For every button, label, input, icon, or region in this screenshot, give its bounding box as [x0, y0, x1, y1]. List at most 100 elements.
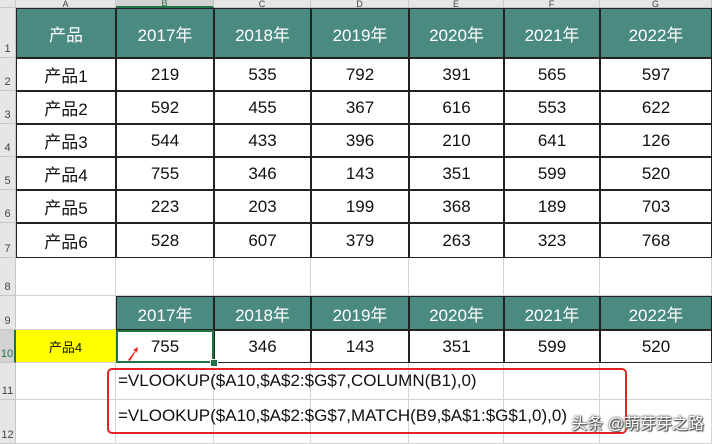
column-header-b[interactable]: B — [116, 0, 214, 8]
grid-cell[interactable] — [504, 363, 600, 400]
product-name-cell[interactable]: 产品3 — [16, 124, 116, 157]
source-value-cell[interactable]: 346 — [214, 157, 311, 190]
product-name-cell[interactable]: 产品5 — [16, 190, 116, 223]
source-header-cell[interactable]: 2021年 — [504, 8, 600, 58]
source-value-cell[interactable]: 565 — [504, 58, 600, 91]
row-header-2[interactable]: 2 — [0, 58, 16, 91]
source-header-cell[interactable]: 产品 — [16, 8, 116, 58]
row-header-12[interactable]: 12 — [0, 400, 16, 444]
row-header-10[interactable]: 10 — [0, 330, 16, 363]
product-name-cell[interactable]: 产品1 — [16, 58, 116, 91]
row-header-1[interactable]: 1 — [0, 8, 16, 58]
column-header-g[interactable]: G — [600, 0, 712, 8]
source-value-cell[interactable]: 391 — [409, 58, 504, 91]
lookup-value-cell[interactable]: 143 — [311, 330, 409, 363]
grid-cell[interactable] — [16, 363, 116, 400]
row-header-3[interactable]: 3 — [0, 91, 16, 124]
fill-handle[interactable] — [210, 359, 218, 367]
grid-cell[interactable] — [116, 258, 214, 296]
source-value-cell[interactable]: 599 — [504, 157, 600, 190]
source-value-cell[interactable]: 223 — [116, 190, 214, 223]
lookup-header-cell[interactable]: 2017年 — [116, 296, 214, 330]
grid-cell[interactable] — [214, 258, 311, 296]
row-header-5[interactable]: 5 — [0, 157, 16, 190]
source-value-cell[interactable]: 641 — [504, 124, 600, 157]
source-value-cell[interactable]: 597 — [600, 58, 712, 91]
source-value-cell[interactable]: 433 — [214, 124, 311, 157]
source-header-cell[interactable]: 2017年 — [116, 8, 214, 58]
grid-cell[interactable] — [311, 258, 409, 296]
column-header-e[interactable]: E — [409, 0, 504, 8]
row-header-6[interactable]: 6 — [0, 190, 16, 223]
select-all-corner[interactable] — [0, 0, 16, 8]
source-header-cell[interactable]: 2019年 — [311, 8, 409, 58]
lookup-key-cell[interactable]: 产品4 — [16, 330, 116, 363]
lookup-header-cell[interactable]: 2018年 — [214, 296, 311, 330]
source-value-cell[interactable]: 592 — [116, 91, 214, 124]
source-value-cell[interactable]: 755 — [116, 157, 214, 190]
row-header-8[interactable]: 8 — [0, 258, 16, 296]
source-value-cell[interactable]: 219 — [116, 58, 214, 91]
source-value-cell[interactable]: 768 — [600, 223, 712, 258]
source-value-cell[interactable]: 553 — [504, 91, 600, 124]
source-value-cell[interactable]: 210 — [409, 124, 504, 157]
source-header-cell[interactable]: 2018年 — [214, 8, 311, 58]
source-value-cell[interactable]: 199 — [311, 190, 409, 223]
source-value-cell[interactable]: 528 — [116, 223, 214, 258]
product-name-cell[interactable]: 产品6 — [16, 223, 116, 258]
grid-cell[interactable] — [409, 258, 504, 296]
grid-cell[interactable] — [311, 363, 409, 400]
source-value-cell[interactable]: 607 — [214, 223, 311, 258]
selected-cell-b10[interactable]: 755 — [116, 330, 214, 363]
source-value-cell[interactable]: 792 — [311, 58, 409, 91]
source-value-cell[interactable]: 323 — [504, 223, 600, 258]
lookup-value-cell[interactable]: 346 — [214, 330, 311, 363]
source-value-cell[interactable]: 616 — [409, 91, 504, 124]
grid-cell[interactable] — [16, 258, 116, 296]
formula-text-row-12[interactable]: =VLOOKUP($A10,$A$2:$G$7,MATCH(B9,$A$1:$G… — [118, 406, 567, 425]
source-value-cell[interactable]: 622 — [600, 91, 712, 124]
source-value-cell[interactable]: 703 — [600, 190, 712, 223]
grid-cell[interactable] — [16, 296, 116, 330]
source-value-cell[interactable]: 189 — [504, 190, 600, 223]
grid-cell[interactable] — [409, 363, 504, 400]
row-header-11[interactable]: 11 — [0, 363, 16, 400]
source-value-cell[interactable]: 379 — [311, 223, 409, 258]
source-value-cell[interactable]: 203 — [214, 190, 311, 223]
lookup-value-cell[interactable]: 599 — [504, 330, 600, 363]
grid-cell[interactable] — [16, 400, 116, 444]
source-header-cell[interactable]: 2022年 — [600, 8, 712, 58]
column-header-f[interactable]: F — [504, 0, 600, 8]
source-value-cell[interactable]: 520 — [600, 157, 712, 190]
lookup-header-cell[interactable]: 2020年 — [409, 296, 504, 330]
column-header-d[interactable]: D — [311, 0, 409, 8]
source-value-cell[interactable]: 126 — [600, 124, 712, 157]
row-header-7[interactable]: 7 — [0, 223, 16, 258]
lookup-header-cell[interactable]: 2021年 — [504, 296, 600, 330]
grid-cell[interactable] — [214, 363, 311, 400]
grid-cell[interactable] — [504, 258, 600, 296]
grid-cell[interactable] — [116, 363, 214, 400]
lookup-value-cell[interactable]: 351 — [409, 330, 504, 363]
source-value-cell[interactable]: 535 — [214, 58, 311, 91]
source-value-cell[interactable]: 143 — [311, 157, 409, 190]
product-name-cell[interactable]: 产品2 — [16, 91, 116, 124]
row-header-9[interactable]: 9 — [0, 296, 16, 330]
formula-text-row-11[interactable]: =VLOOKUP($A10,$A$2:$G$7,COLUMN(B1),0) — [118, 371, 477, 390]
grid-cell[interactable] — [600, 258, 712, 296]
source-value-cell[interactable]: 396 — [311, 124, 409, 157]
lookup-header-cell[interactable]: 2019年 — [311, 296, 409, 330]
lookup-header-cell[interactable]: 2022年 — [600, 296, 712, 330]
row-header-4[interactable]: 4 — [0, 124, 16, 157]
column-header-a[interactable]: A — [16, 0, 116, 8]
source-value-cell[interactable]: 367 — [311, 91, 409, 124]
source-value-cell[interactable]: 263 — [409, 223, 504, 258]
product-name-cell[interactable]: 产品4 — [16, 157, 116, 190]
lookup-value-cell[interactable]: 520 — [600, 330, 712, 363]
source-header-cell[interactable]: 2020年 — [409, 8, 504, 58]
source-value-cell[interactable]: 455 — [214, 91, 311, 124]
source-value-cell[interactable]: 368 — [409, 190, 504, 223]
column-header-c[interactable]: C — [214, 0, 311, 8]
source-value-cell[interactable]: 544 — [116, 124, 214, 157]
